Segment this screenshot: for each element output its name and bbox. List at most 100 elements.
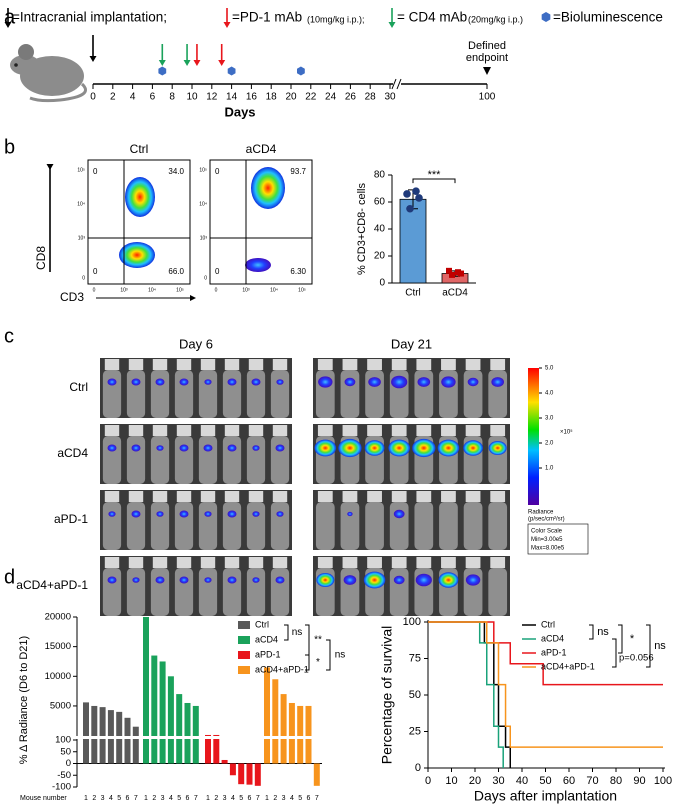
y-tick-label: 60 — [374, 197, 386, 208]
mouse-body — [198, 568, 218, 616]
colorbar-tick-label: 4.0 — [545, 391, 554, 397]
mouse-body — [340, 370, 360, 418]
tumor-signal — [227, 378, 237, 386]
tumor-signal — [275, 444, 285, 452]
ear-tag-rig — [152, 359, 168, 370]
flow-tick-label: 0 — [204, 275, 207, 281]
x-tick-label: 3 — [282, 795, 286, 802]
bar — [288, 702, 295, 764]
tumor-signal — [491, 377, 504, 387]
mouse-body — [150, 502, 170, 550]
mouse-body — [222, 436, 242, 484]
x-tick-label: 7 — [194, 795, 198, 802]
bar — [205, 734, 211, 764]
tumor-signal — [338, 438, 362, 458]
bar — [151, 655, 158, 764]
flow-tick-label: 0 — [93, 287, 96, 293]
flow-tick-label: 10³ — [242, 287, 250, 293]
ear-tag-rig — [272, 359, 288, 370]
flow-tick-label: 10⁵ — [176, 287, 184, 293]
tumor-signal — [488, 441, 507, 455]
mouse-body — [174, 436, 194, 484]
ear-tag-rig — [152, 557, 168, 568]
y-tick-label: -100 — [52, 782, 71, 793]
axis-title: Days after implantation — [474, 788, 617, 804]
ear-tag-rig — [176, 359, 192, 370]
row-label: aCD4+aPD-1 — [16, 578, 88, 592]
quadrant-value: 0 — [215, 267, 220, 276]
significance: ns — [597, 626, 609, 638]
y-tick-label: 0 — [415, 762, 421, 774]
arrow-head — [89, 56, 97, 62]
mouse-body — [488, 568, 508, 616]
y-tick-label: 20000 — [45, 612, 71, 623]
y-tick-label: 40 — [374, 224, 386, 235]
tumor-signal — [131, 444, 141, 452]
axis-title: Mouse number — [20, 795, 67, 802]
legend-label: aPD-1 — [541, 647, 567, 657]
x-tick-label: 90 — [633, 775, 645, 787]
tumor-signal — [465, 574, 481, 586]
x-tick-label: 1 — [206, 795, 210, 802]
tick-label: 10 — [186, 92, 198, 103]
x-tick-label: Ctrl — [405, 288, 421, 299]
y-tick-label: 25 — [409, 725, 421, 737]
mouse-body — [126, 370, 146, 418]
legend-text: (20mg/kg i.p.) — [468, 14, 523, 24]
arrow-head — [190, 295, 196, 301]
tumor-signal — [467, 377, 479, 387]
bioluminescence-marker — [297, 66, 305, 76]
ear-tag-rig — [128, 557, 144, 568]
ear-tag-rig — [367, 359, 382, 370]
tumor-signal — [252, 445, 260, 451]
x-tick-label: 4 — [290, 795, 294, 802]
arrow-head — [193, 60, 201, 66]
endpoint-label: endpoint — [466, 52, 508, 64]
tumor-signal — [204, 577, 212, 583]
tumor-signal — [155, 378, 165, 386]
bar — [91, 705, 98, 764]
x-tick-label: 30 — [492, 775, 504, 787]
ear-tag-rig — [441, 557, 456, 568]
ear-tag-rig — [200, 557, 216, 568]
bar — [167, 676, 174, 764]
tick-label: 8 — [169, 92, 175, 103]
ear-tag-rig — [416, 491, 432, 502]
y-tick-label: 100 — [403, 616, 421, 628]
x-tick-label: 4 — [169, 795, 173, 802]
tumor-signal — [438, 572, 459, 588]
legend-text: =PD-1 mAb — [232, 10, 302, 25]
mouse-body — [222, 568, 242, 616]
bar — [176, 694, 183, 764]
x-tick-label: 40 — [516, 775, 528, 787]
x-tick-label: 3 — [161, 795, 165, 802]
ear-tag-rig — [104, 425, 120, 436]
tumor-signal — [179, 444, 189, 452]
mouse-body — [174, 568, 194, 616]
x-tick-label: 2 — [152, 795, 156, 802]
tumor-signal — [179, 378, 189, 386]
tumor-signal — [108, 511, 116, 517]
mouse-body — [198, 370, 218, 418]
row-label: Ctrl — [69, 380, 88, 394]
tumor-signal — [156, 511, 164, 517]
bar — [305, 705, 312, 764]
arrow — [89, 35, 97, 62]
ear-tag-rig — [128, 425, 144, 436]
endpoint-marker — [483, 67, 491, 75]
mouse-body — [270, 502, 290, 550]
ear-tag-rig — [342, 359, 358, 370]
tumor-signal — [316, 573, 335, 587]
tumor-signal — [343, 575, 357, 585]
ear-tag-rig — [248, 425, 264, 436]
axis-title: CD8 — [34, 246, 48, 270]
significance-bracket — [326, 639, 331, 671]
significance-bracket — [284, 624, 289, 641]
ear-tag-rig — [416, 425, 432, 436]
legend-label: Ctrl — [541, 619, 555, 629]
legend-text: (10mg/kg i.p.); — [307, 14, 365, 24]
arrow-head — [388, 22, 396, 28]
y-tick-label: 20 — [374, 251, 386, 262]
y-tick-label: 50 — [409, 689, 421, 701]
tumor-signal — [391, 375, 408, 389]
